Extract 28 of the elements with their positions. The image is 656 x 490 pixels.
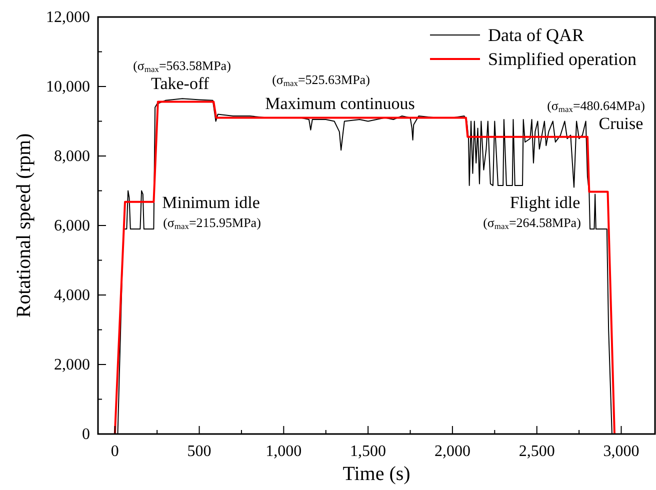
x-tick-label: 3,000 bbox=[603, 443, 640, 460]
annotation: Flight idle bbox=[510, 193, 580, 212]
y-tick-label: 2,000 bbox=[54, 356, 90, 374]
y-tick-label: 0 bbox=[82, 426, 90, 443]
x-tick-label: 1,000 bbox=[266, 443, 302, 460]
annotation: Maximum continuous bbox=[265, 94, 415, 113]
y-axis-title: Rotational speed (rpm) bbox=[13, 133, 35, 318]
y-tick-label: 10,000 bbox=[46, 78, 90, 96]
annotation: (σ$_{max}$=525.63MPa) bbox=[272, 72, 370, 88]
annotation: (σ$_{max}$=480.64MPa) bbox=[547, 98, 645, 114]
legend-label: Data of QAR bbox=[488, 25, 584, 45]
y-tick-label: 8,000 bbox=[54, 148, 90, 165]
annotation: Cruise bbox=[598, 114, 644, 133]
x-tick-label: 1,500 bbox=[350, 443, 386, 460]
annotation: (σ$_{max}$=264.58MPa) bbox=[483, 215, 581, 231]
y-tick-label: 12,000 bbox=[46, 9, 90, 26]
y-tick-label: 6,000 bbox=[54, 218, 90, 234]
annotation: (σ$_{max}$=563.58MPa) bbox=[133, 58, 231, 74]
x-axis-title: Time (s) bbox=[342, 463, 410, 485]
y-tick-label: 4,000 bbox=[54, 287, 90, 304]
x-tick-label: 0 bbox=[110, 443, 119, 460]
x-tick-label: 500 bbox=[187, 443, 212, 460]
annotation: Minimum idle bbox=[162, 193, 260, 212]
annotation: (σ$_{max}$=215.95MPa) bbox=[163, 215, 261, 231]
x-tick-label: 2,500 bbox=[518, 443, 555, 460]
annotation: Take-off bbox=[151, 74, 210, 93]
x-tick-label: 2,000 bbox=[434, 443, 470, 460]
legend-label: Simplified operation bbox=[488, 49, 636, 69]
